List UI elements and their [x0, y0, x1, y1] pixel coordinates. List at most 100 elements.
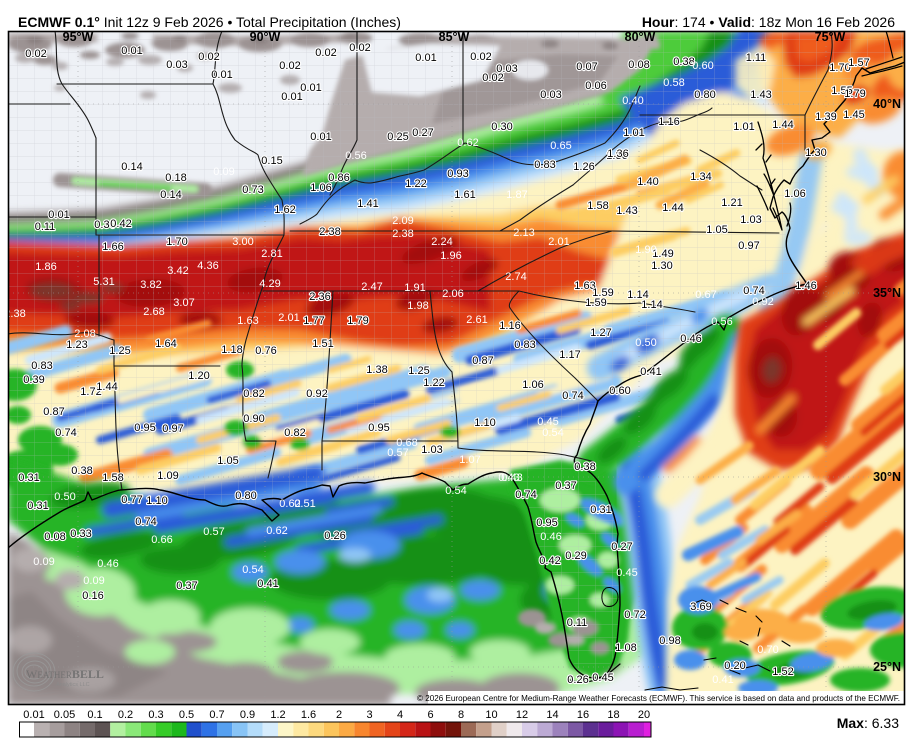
- svg-text:0.58: 0.58: [663, 77, 684, 89]
- svg-text:1.90: 1.90: [635, 244, 656, 256]
- svg-text:Analytics LLC: Analytics LLC: [56, 682, 90, 688]
- svg-text:0.01: 0.01: [23, 709, 44, 721]
- svg-text:1.03: 1.03: [421, 444, 442, 456]
- svg-text:© 2026 European Centre for Med: © 2026 European Centre for Medium-Range …: [417, 694, 900, 703]
- svg-text:0.07: 0.07: [576, 61, 597, 73]
- svg-text:0.72: 0.72: [624, 609, 645, 621]
- svg-text:0.74: 0.74: [562, 390, 583, 402]
- svg-text:0.11: 0.11: [567, 617, 588, 629]
- svg-text:0.83: 0.83: [514, 339, 535, 351]
- svg-text:0.20: 0.20: [724, 660, 745, 672]
- svg-text:1.06: 1.06: [784, 188, 805, 200]
- svg-text:2.24: 2.24: [431, 236, 452, 248]
- svg-text:1.18: 1.18: [221, 344, 242, 356]
- svg-text:0.43: 0.43: [501, 472, 522, 484]
- svg-text:1.72: 1.72: [80, 386, 101, 398]
- svg-text:0.92: 0.92: [306, 388, 327, 400]
- svg-text:6: 6: [427, 709, 433, 721]
- svg-text:3.07: 3.07: [173, 297, 194, 309]
- svg-text:0.98: 0.98: [659, 635, 680, 647]
- svg-text:1.96: 1.96: [440, 250, 461, 262]
- svg-text:0.08: 0.08: [628, 59, 649, 71]
- svg-text:2.61: 2.61: [466, 314, 487, 326]
- svg-text:2.81: 2.81: [261, 248, 282, 260]
- svg-text:0.54: 0.54: [445, 485, 466, 497]
- svg-text:2.06: 2.06: [442, 288, 463, 300]
- svg-text:4.29: 4.29: [259, 278, 280, 290]
- svg-text:0.7: 0.7: [209, 709, 224, 721]
- svg-text:1.62: 1.62: [274, 204, 295, 216]
- svg-text:0.46: 0.46: [540, 531, 561, 543]
- svg-text:1.14: 1.14: [627, 289, 648, 301]
- svg-text:0.25: 0.25: [387, 131, 408, 143]
- svg-text:0.93: 0.93: [447, 168, 468, 180]
- svg-text:1.06: 1.06: [522, 379, 543, 391]
- svg-text:0.57: 0.57: [387, 447, 408, 459]
- svg-text:1.05: 1.05: [217, 455, 238, 467]
- svg-text:1.57: 1.57: [848, 57, 869, 69]
- svg-text:0.38: 0.38: [71, 465, 92, 477]
- svg-text:1.41: 1.41: [357, 198, 378, 210]
- svg-text:2.47: 2.47: [361, 281, 382, 293]
- svg-text:1.10: 1.10: [146, 495, 167, 507]
- svg-text:1.36: 1.36: [606, 150, 627, 162]
- svg-text:1.59: 1.59: [592, 287, 613, 299]
- svg-text:1.58: 1.58: [102, 472, 123, 484]
- svg-text:1.45: 1.45: [843, 109, 864, 121]
- svg-text:0.77: 0.77: [121, 494, 142, 506]
- svg-text:5.31: 5.31: [93, 276, 114, 288]
- svg-text:1.36: 1.36: [607, 148, 628, 160]
- svg-text:0.65: 0.65: [550, 140, 571, 152]
- svg-text:0.41: 0.41: [640, 366, 661, 378]
- svg-text:0.56: 0.56: [345, 150, 366, 162]
- svg-text:0.46: 0.46: [680, 333, 701, 345]
- svg-text:1.44: 1.44: [772, 119, 793, 131]
- svg-text:3.82: 3.82: [140, 279, 161, 291]
- svg-text:1.05: 1.05: [706, 224, 727, 236]
- svg-text:1.51: 1.51: [312, 338, 333, 350]
- svg-text:1.2: 1.2: [270, 709, 285, 721]
- svg-text:1.06: 1.06: [310, 182, 331, 194]
- svg-text:0.14: 0.14: [121, 161, 142, 173]
- svg-text:0.87: 0.87: [472, 355, 493, 367]
- svg-text:0.01: 0.01: [415, 52, 436, 64]
- svg-text:0.01: 0.01: [300, 82, 321, 94]
- svg-text:80°W: 80°W: [625, 30, 656, 44]
- svg-text:1.38: 1.38: [366, 364, 387, 376]
- svg-text:3.69: 3.69: [690, 601, 711, 613]
- svg-text:1.07: 1.07: [459, 454, 480, 466]
- svg-text:1.30: 1.30: [651, 260, 672, 272]
- svg-text:1.25: 1.25: [109, 345, 130, 357]
- svg-text:0.73: 0.73: [242, 184, 263, 196]
- svg-text:0.83: 0.83: [31, 360, 52, 372]
- svg-text:8: 8: [458, 709, 464, 721]
- svg-text:1.44: 1.44: [96, 381, 117, 393]
- svg-text:0.01: 0.01: [121, 45, 142, 57]
- svg-text:0.5: 0.5: [179, 709, 194, 721]
- svg-text:0.67: 0.67: [695, 289, 716, 301]
- svg-text:1.59: 1.59: [585, 297, 606, 309]
- svg-text:0.60: 0.60: [692, 60, 713, 72]
- svg-text:0.95: 0.95: [536, 517, 557, 529]
- svg-text:0.46: 0.46: [97, 558, 118, 570]
- svg-text:30°N: 30°N: [873, 470, 901, 484]
- svg-text:0.09: 0.09: [83, 575, 104, 587]
- svg-text:0.01: 0.01: [281, 91, 302, 103]
- svg-text:1.17: 1.17: [559, 349, 580, 361]
- svg-text:1.43: 1.43: [616, 205, 637, 217]
- svg-text:0.87: 0.87: [43, 406, 64, 418]
- svg-text:0.60: 0.60: [609, 385, 630, 397]
- svg-text:0.95: 0.95: [368, 422, 389, 434]
- svg-text:10: 10: [485, 709, 497, 721]
- svg-text:0.82: 0.82: [243, 388, 264, 400]
- svg-text:0.31: 0.31: [27, 500, 48, 512]
- svg-text:0.31: 0.31: [590, 504, 611, 516]
- svg-text:35°N: 35°N: [873, 286, 901, 300]
- svg-text:1.22: 1.22: [405, 178, 426, 190]
- svg-text:2.38: 2.38: [319, 226, 340, 238]
- svg-text:0.39: 0.39: [23, 374, 44, 386]
- svg-text:1.01: 1.01: [733, 121, 754, 133]
- svg-text:0.62: 0.62: [279, 498, 300, 510]
- svg-text:0.74: 0.74: [743, 285, 764, 297]
- svg-text:1.08: 1.08: [615, 642, 636, 654]
